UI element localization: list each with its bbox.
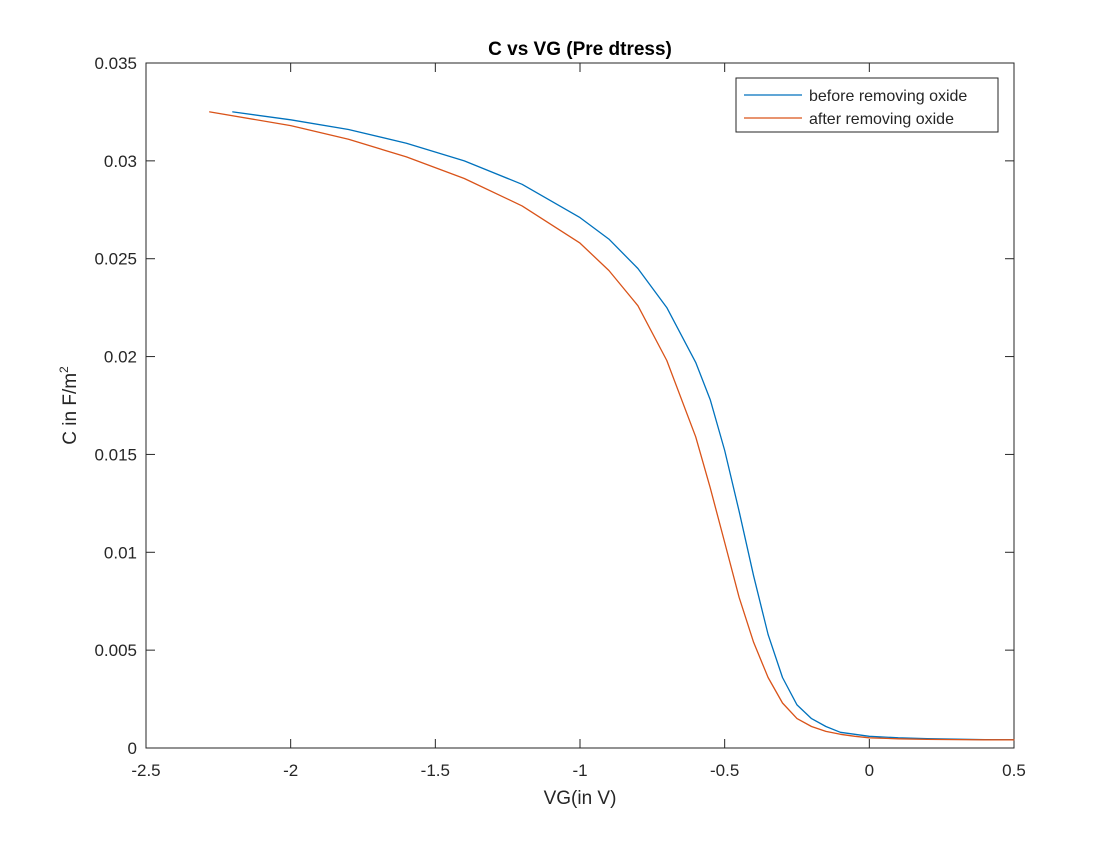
y-tick-label: 0.025 — [94, 250, 137, 269]
series-line-before-removing-oxide — [232, 111, 1015, 741]
x-tick-label: -1 — [572, 761, 587, 780]
series-lines — [209, 111, 1015, 741]
y-tick-label: 0.005 — [94, 641, 137, 660]
x-tick-label: -0.5 — [710, 761, 739, 780]
ticks: -2.5 -2 -1.5 -1 -0.5 0 0.5 0 0.005 0.01 0.015 0.02 0… — [94, 54, 1025, 780]
series-line-after-removing-oxide — [209, 111, 1015, 741]
y-axis-label: C in F/m2 — [57, 366, 81, 445]
y-tick-label: 0.01 — [104, 543, 137, 562]
legend-label-before: before removing oxide — [809, 88, 967, 105]
x-tick-label: -1.5 — [421, 761, 450, 780]
legend-box — [735, 77, 999, 133]
x-axis-label: VG(in V) — [544, 788, 617, 809]
plot-area — [145, 62, 1015, 749]
x-tick-label: -2 — [283, 761, 298, 780]
chart-title: C vs VG (Pre dtress) — [488, 39, 672, 60]
y-axis-label-superscript: 2 — [57, 366, 71, 373]
legend-label-after: after removing oxide — [809, 111, 954, 128]
x-tick-label: 0.5 — [1002, 761, 1026, 780]
y-tick-label: 0.015 — [94, 445, 137, 464]
y-tick-label: 0.03 — [104, 152, 137, 171]
x-tick-label: -2.5 — [131, 761, 160, 780]
y-tick-label: 0.035 — [94, 54, 137, 73]
y-axis-label-main: C in F/m — [60, 373, 81, 445]
y-tick-label: 0.02 — [104, 348, 137, 367]
x-tick-label: 0 — [865, 761, 874, 780]
axes-box — [145, 62, 1015, 749]
y-tick-label: 0 — [128, 739, 137, 758]
legend: before removing oxide after removing oxi… — [735, 77, 999, 133]
